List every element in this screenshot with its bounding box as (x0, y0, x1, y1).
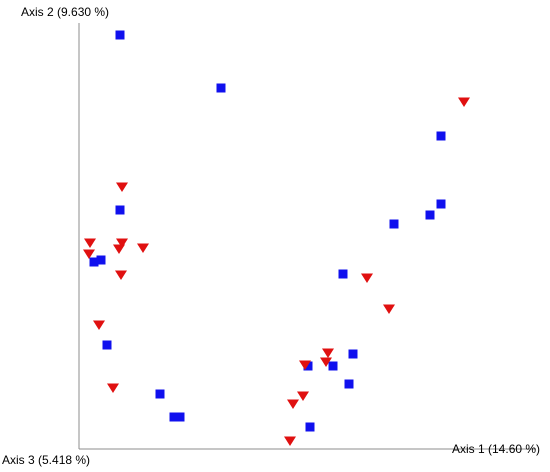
point-triangle (137, 243, 149, 253)
point-square (436, 199, 446, 209)
point-triangle (116, 182, 128, 192)
point-square (348, 349, 358, 359)
point-square (328, 361, 338, 371)
point-triangle (113, 244, 125, 254)
point-triangle (83, 249, 95, 259)
point-triangle (320, 357, 332, 367)
point-triangle (322, 348, 334, 358)
point-square (216, 83, 226, 93)
point-triangle (284, 436, 296, 446)
point-square (303, 361, 313, 371)
point-square (89, 257, 99, 267)
point-square (115, 205, 125, 215)
axis-3-label: Axis 3 (5.418 %) (2, 453, 90, 467)
point-square (305, 422, 315, 432)
point-square (344, 379, 354, 389)
point-triangle (116, 238, 128, 248)
point-triangle (115, 270, 127, 280)
point-square (436, 131, 446, 141)
point-triangle (383, 304, 395, 314)
data-points (83, 30, 470, 446)
point-square (169, 412, 179, 422)
point-triangle (287, 399, 299, 409)
axis-2-label: Axis 2 (9.630 %) (21, 5, 109, 19)
point-square (96, 255, 106, 265)
point-square (102, 340, 112, 350)
point-triangle (458, 97, 470, 107)
point-square (115, 30, 125, 40)
axis-1-label: Axis 1 (14.60 %) (452, 442, 540, 456)
point-triangle (93, 320, 105, 330)
point-triangle (361, 273, 373, 283)
point-square (338, 269, 348, 279)
point-square (389, 219, 399, 229)
point-square (175, 412, 185, 422)
point-triangle (84, 238, 96, 248)
point-square (155, 389, 165, 399)
point-triangle (107, 383, 119, 393)
point-triangle (297, 391, 309, 401)
point-square (425, 210, 435, 220)
point-triangle (299, 360, 311, 370)
